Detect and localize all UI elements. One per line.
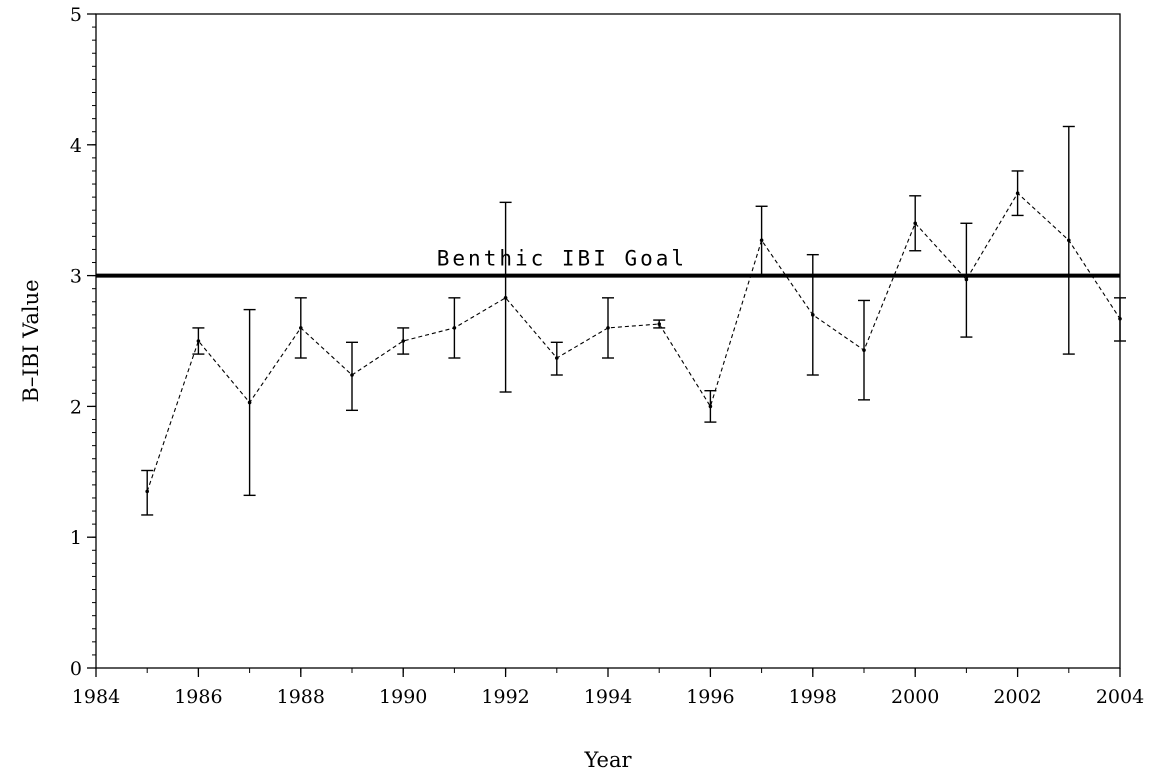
x-tick-label: 1988	[277, 686, 325, 708]
x-tick-label: 2002	[993, 686, 1041, 708]
data-point	[145, 489, 149, 494]
x-axis-title: Year	[583, 748, 632, 772]
x-tick-label: 1998	[789, 686, 837, 708]
data-point	[1067, 238, 1071, 243]
data-point	[862, 348, 866, 352]
data-point	[555, 356, 559, 360]
y-tick-label: 4	[70, 135, 82, 157]
y-tick-label: 3	[70, 266, 82, 288]
x-tick-label: 1996	[686, 686, 734, 708]
x-axis: 1984 1986 1988 1990 1992 1994 1996 1998 2000 2002…	[72, 668, 1144, 708]
y-tick-label: 0	[70, 658, 82, 680]
data-point	[247, 400, 252, 405]
data-point	[452, 326, 457, 330]
x-tick-label: 2000	[891, 686, 939, 708]
data-point	[759, 238, 764, 243]
y-tick-label: 1	[70, 527, 82, 549]
series-layer	[141, 125, 1126, 516]
y-axis-title: B–IBI Value	[19, 279, 43, 402]
y-tick-label: 5	[70, 4, 82, 26]
x-tick-label: 1992	[481, 686, 529, 708]
data-point	[1118, 316, 1122, 321]
data-point	[401, 339, 406, 343]
data-point	[196, 339, 201, 343]
x-tick-label: 1984	[72, 686, 120, 708]
data-point	[657, 322, 661, 326]
x-tick-label: 2004	[1096, 686, 1144, 708]
data-point	[606, 326, 610, 330]
data-point	[811, 313, 815, 317]
x-tick-label: 1990	[379, 686, 427, 708]
data-point	[350, 373, 354, 377]
y-axis: 0 1 2 3 4 5	[70, 4, 96, 680]
data-point	[913, 221, 917, 226]
data-point	[708, 404, 713, 409]
x-tick-label: 1994	[584, 686, 632, 708]
data-point	[964, 277, 969, 282]
data-point	[299, 326, 303, 330]
data-point	[1015, 191, 1020, 195]
y-tick-label: 2	[70, 396, 82, 418]
goal-label: Benthic IBI Goal	[437, 247, 687, 271]
series-line	[146, 192, 1121, 492]
goal-line-group: Benthic IBI Goal	[96, 247, 1120, 278]
data-point	[503, 296, 508, 300]
x-tick-label: 1986	[174, 686, 222, 708]
